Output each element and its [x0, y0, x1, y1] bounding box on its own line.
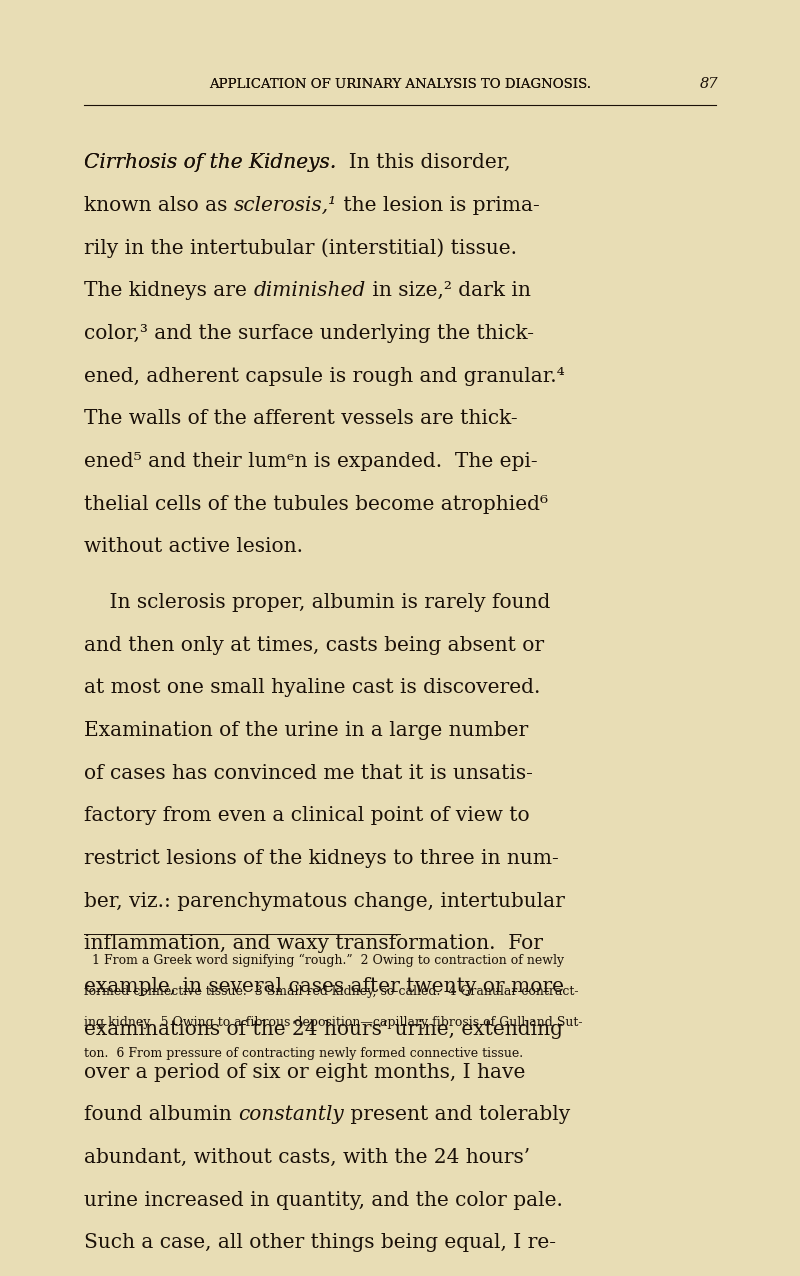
Text: The walls of the afferent vessels are thick-: The walls of the afferent vessels are th… — [84, 410, 518, 429]
Text: ing kidney.  5 Owing to a fibrous deposition—capillary fibrosis of Gull and Sut-: ing kidney. 5 Owing to a fibrous deposit… — [84, 1016, 582, 1028]
Text: Cirrhosis of the Kidneys.: Cirrhosis of the Kidneys. — [84, 153, 336, 172]
Text: thelial cells of the tubules become atrophied⁶: thelial cells of the tubules become atro… — [84, 495, 548, 514]
Text: the lesion is prima-: the lesion is prima- — [337, 195, 540, 214]
Text: examinations of the 24 hours’ urine, extending: examinations of the 24 hours’ urine, ext… — [84, 1020, 563, 1039]
Text: known also as: known also as — [84, 195, 234, 214]
Text: and then only at times, casts being absent or: and then only at times, casts being abse… — [84, 635, 544, 655]
Text: In this disorder,: In this disorder, — [336, 153, 511, 172]
Text: over a period of six or eight months, I have: over a period of six or eight months, I … — [84, 1063, 526, 1082]
Text: restrict lesions of the kidneys to three in num-: restrict lesions of the kidneys to three… — [84, 849, 558, 868]
Text: Cirrhosis of the Kidneys.: Cirrhosis of the Kidneys. — [84, 153, 336, 172]
Text: rily in the intertubular (interstitial) tissue.: rily in the intertubular (interstitial) … — [84, 239, 517, 258]
Text: factory from even a clinical point of view to: factory from even a clinical point of vi… — [84, 806, 530, 826]
Text: 87: 87 — [700, 77, 718, 91]
Text: without active lesion.: without active lesion. — [84, 537, 303, 556]
Text: abundant, without casts, with the 24 hours’: abundant, without casts, with the 24 hou… — [84, 1148, 530, 1168]
Text: sclerosis,¹: sclerosis,¹ — [234, 195, 337, 214]
Text: urine increased in quantity, and the color pale.: urine increased in quantity, and the col… — [84, 1191, 563, 1210]
Text: present and tolerably: present and tolerably — [344, 1105, 570, 1124]
Text: ened⁵ and their lumᵉn is expanded.  The epi-: ened⁵ and their lumᵉn is expanded. The e… — [84, 452, 538, 471]
Text: APPLICATION OF URINARY ANALYSIS TO DIAGNOSIS.: APPLICATION OF URINARY ANALYSIS TO DIAGN… — [209, 78, 591, 91]
Text: Cirrhosis of the Kidneys.  In this disorder,: Cirrhosis of the Kidneys. In this disord… — [84, 153, 511, 172]
Text: Examination of the urine in a large number: Examination of the urine in a large numb… — [84, 721, 528, 740]
Text: APPLICATION OF URINARY ANALYSIS TO DIAGNOSIS.: APPLICATION OF URINARY ANALYSIS TO DIAGN… — [209, 78, 591, 91]
Text: Such a case, all other things being equal, I re-: Such a case, all other things being equa… — [84, 1234, 556, 1252]
Text: In sclerosis proper, albumin is rarely found: In sclerosis proper, albumin is rarely f… — [84, 593, 550, 612]
Text: color,³ and the surface underlying the thick-: color,³ and the surface underlying the t… — [84, 324, 534, 343]
Text: ber, viz.: parenchymatous change, intertubular: ber, viz.: parenchymatous change, intert… — [84, 892, 565, 911]
Text: formed connective tissue.  3 Small red kidney, so-called.  4 Granular contract-: formed connective tissue. 3 Small red ki… — [84, 985, 578, 998]
Text: ton.  6 From pressure of contracting newly formed connective tissue.: ton. 6 From pressure of contracting newl… — [84, 1048, 523, 1060]
Text: in size,² dark in: in size,² dark in — [366, 281, 530, 300]
Text: example, in several cases after twenty or more: example, in several cases after twenty o… — [84, 977, 564, 997]
Text: found albumin: found albumin — [84, 1105, 238, 1124]
Text: diminished: diminished — [254, 281, 366, 300]
Text: constantly: constantly — [238, 1105, 344, 1124]
Text: ened, adherent capsule is rough and granular.⁴: ened, adherent capsule is rough and gran… — [84, 366, 565, 385]
Text: of cases has convinced me that it is unsatis-: of cases has convinced me that it is uns… — [84, 763, 533, 782]
Text: at most one small hyaline cast is discovered.: at most one small hyaline cast is discov… — [84, 679, 540, 697]
Text: inflammation, and waxy transformation.  For: inflammation, and waxy transformation. F… — [84, 934, 543, 953]
Text: The kidneys are: The kidneys are — [84, 281, 254, 300]
Text: 1 From a Greek word signifying “rough.”  2 Owing to contraction of newly: 1 From a Greek word signifying “rough.” … — [84, 954, 564, 967]
